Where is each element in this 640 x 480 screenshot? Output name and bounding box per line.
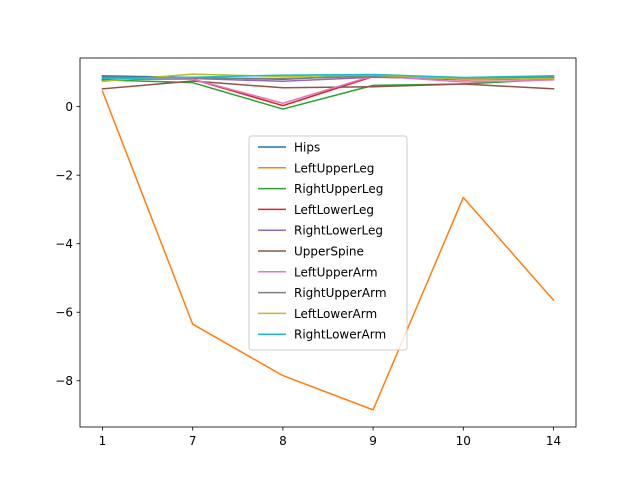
series-line-8 bbox=[101, 73, 555, 83]
legend: Hips LeftUpperLeg RightUpperLeg LeftLowerLe… bbox=[248, 135, 408, 351]
legend-label: RightLowerLeg bbox=[294, 224, 383, 238]
x-tick-label: 8 bbox=[279, 434, 287, 448]
y-tick-label: −4 bbox=[55, 237, 73, 251]
series-line-1 bbox=[101, 90, 555, 411]
legend-label: LeftLowerLeg bbox=[294, 203, 374, 217]
series-line-9 bbox=[101, 73, 555, 80]
y-tick-label: −2 bbox=[55, 169, 73, 183]
x-tick-label: 10 bbox=[456, 434, 471, 448]
legend-label: LeftUpperArm bbox=[294, 265, 378, 279]
y-tick-label: −8 bbox=[55, 374, 73, 388]
legend-box bbox=[248, 135, 408, 351]
legend-label: RightUpperLeg bbox=[294, 182, 383, 196]
x-axis: 1 7 8 9 10 14 bbox=[99, 427, 561, 448]
y-tick-label: −6 bbox=[55, 306, 73, 320]
series-line-5 bbox=[101, 80, 555, 90]
y-tick-label: 0 bbox=[65, 100, 73, 114]
x-tick-label: 14 bbox=[546, 434, 561, 448]
x-tick-label: 7 bbox=[189, 434, 197, 448]
plot-area bbox=[101, 73, 555, 411]
legend-label: RightLowerArm bbox=[294, 328, 386, 342]
legend-label: LeftUpperLeg bbox=[294, 161, 374, 175]
legend-label: Hips bbox=[294, 141, 320, 155]
legend-label: LeftLowerArm bbox=[294, 307, 377, 321]
y-axis: 0 −2 −4 −6 −8 bbox=[55, 100, 80, 388]
legend-label: RightUpperArm bbox=[294, 286, 387, 300]
x-tick-label: 1 bbox=[99, 434, 107, 448]
series-line-6 bbox=[101, 75, 555, 104]
x-tick-label: 9 bbox=[369, 434, 377, 448]
legend-label: UpperSpine bbox=[294, 245, 364, 259]
axes-frame bbox=[79, 57, 577, 428]
